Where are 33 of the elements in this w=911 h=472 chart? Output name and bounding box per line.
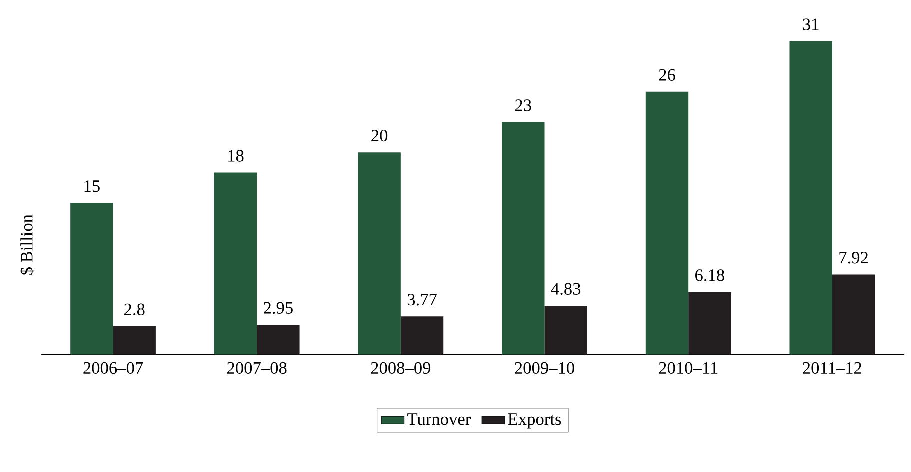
bar	[688, 292, 732, 355]
bar	[400, 316, 444, 355]
x-tick-label: 2007–08	[228, 362, 287, 374]
legend-label: Exports	[508, 414, 562, 429]
bar	[257, 324, 300, 355]
bar	[832, 274, 876, 355]
x-tick-label: 2010–11	[659, 362, 718, 374]
bar	[502, 122, 545, 355]
data-label: 6.18	[696, 270, 724, 282]
bar	[70, 203, 114, 355]
data-label: 31	[803, 18, 819, 30]
data-label: 18	[228, 150, 244, 162]
data-label: 15	[84, 180, 100, 192]
data-label: 26	[659, 69, 676, 81]
bar	[214, 172, 258, 355]
data-label: 2.8	[124, 304, 145, 316]
data-label: 3.77	[408, 294, 437, 306]
x-tick-label: 2009–10	[515, 362, 574, 374]
data-label: 23	[516, 100, 532, 112]
x-tick-label: 2011–12	[803, 362, 862, 374]
x-tick-label: 2006–07	[84, 362, 144, 374]
bar	[646, 92, 689, 355]
data-label: 7.92	[840, 252, 868, 264]
bar	[358, 152, 401, 355]
bar	[544, 306, 588, 355]
data-label: 20	[372, 130, 388, 142]
data-label: 4.83	[551, 283, 581, 295]
y-axis-title: $ Billion	[20, 214, 34, 275]
data-label: 2.95	[264, 302, 293, 314]
legend-label: Turnover	[408, 414, 472, 426]
bar	[113, 326, 156, 355]
bar	[790, 41, 832, 355]
x-tick-label: 2008–09	[371, 362, 431, 374]
